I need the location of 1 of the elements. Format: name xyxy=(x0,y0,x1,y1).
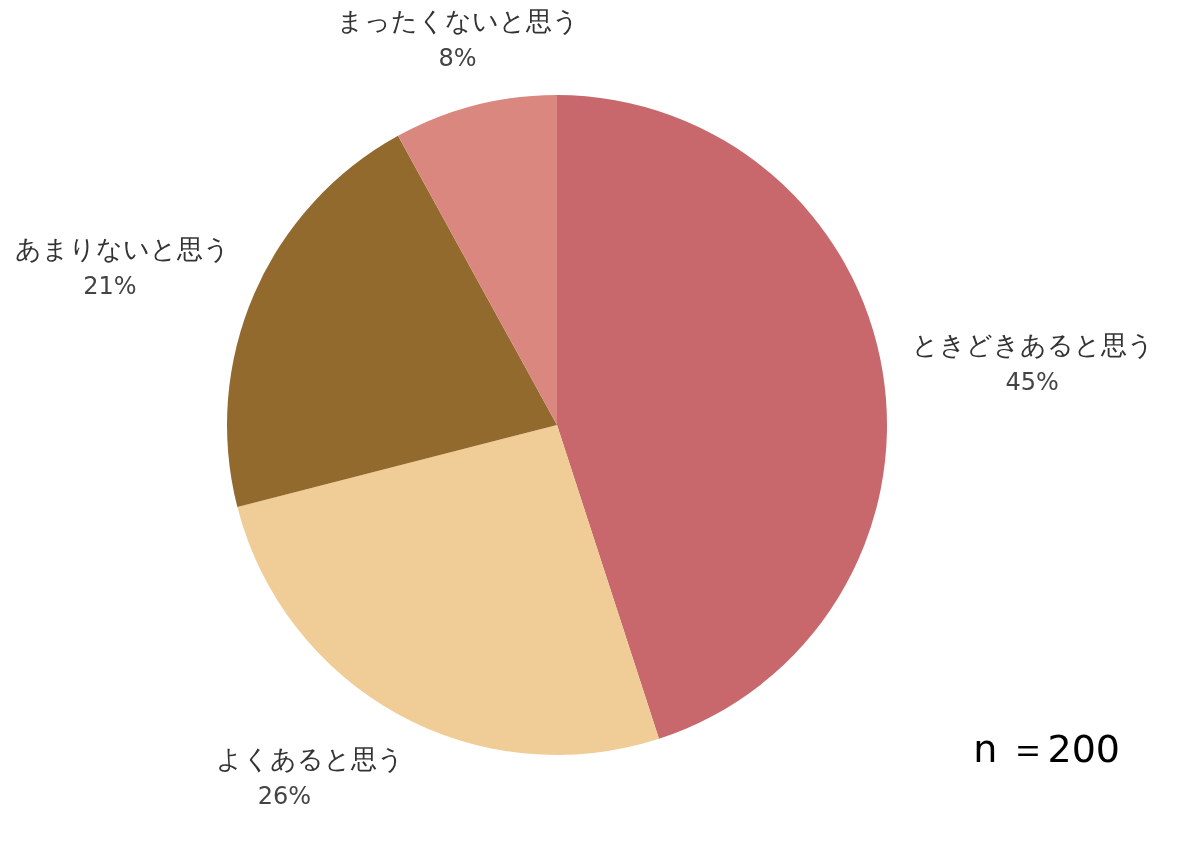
text: n ＝200 xyxy=(973,727,1120,771)
